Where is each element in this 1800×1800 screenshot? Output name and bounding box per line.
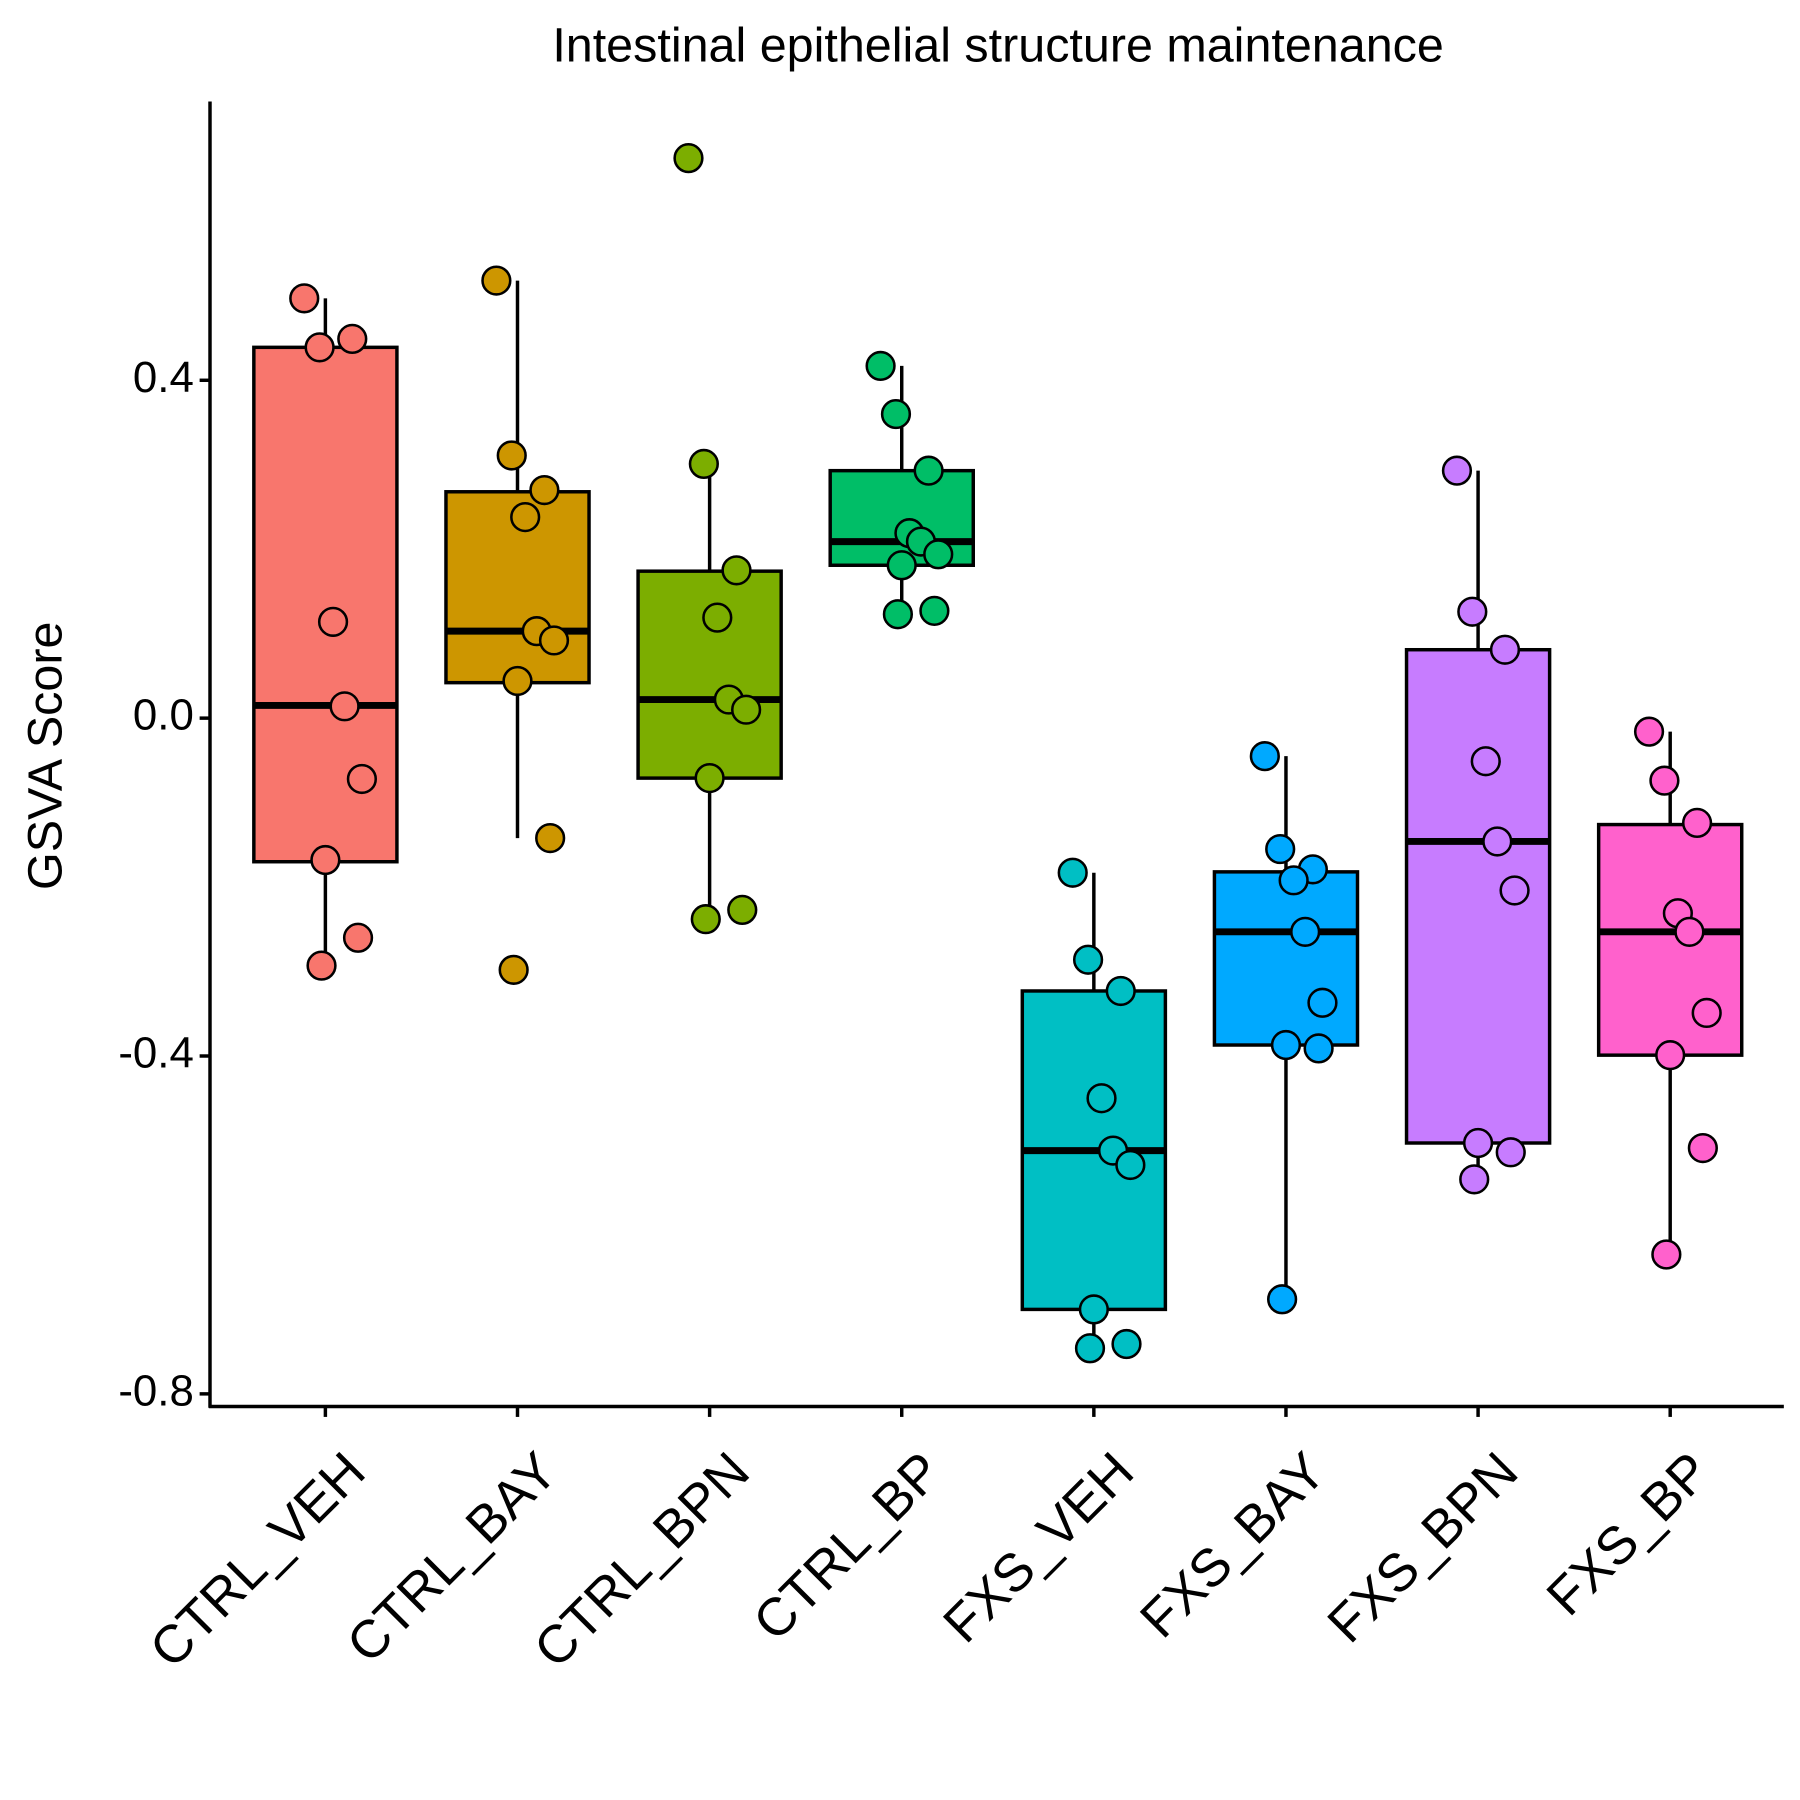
data-point — [289, 283, 320, 314]
data-point — [1057, 857, 1088, 888]
data-point — [702, 602, 733, 633]
box — [1212, 870, 1360, 1047]
data-point — [1072, 944, 1104, 975]
data-point — [923, 539, 954, 570]
data-point — [1459, 1164, 1490, 1195]
data-point — [1482, 826, 1513, 857]
data-point — [306, 950, 337, 981]
data-point — [317, 606, 349, 637]
data-point — [1651, 1239, 1682, 1270]
data-point — [538, 625, 570, 656]
data-point — [1655, 1040, 1686, 1071]
data-point — [882, 599, 914, 630]
data-point — [1249, 741, 1280, 772]
data-point — [1470, 746, 1501, 777]
data-point — [1674, 916, 1705, 947]
data-point — [1633, 716, 1665, 747]
data-point — [1115, 1149, 1146, 1181]
data-point — [1105, 975, 1136, 1007]
data-point — [727, 894, 758, 925]
data-point — [502, 665, 533, 697]
data-point — [1499, 875, 1530, 906]
data-point — [1303, 1033, 1334, 1064]
data-point — [1441, 455, 1473, 486]
y-tick-label: -0.4 — [118, 1029, 194, 1078]
data-point — [1495, 1137, 1526, 1168]
x-tick-label: CTRL_BP — [742, 1441, 953, 1652]
data-point — [886, 550, 917, 581]
data-point — [1278, 865, 1309, 896]
data-point — [1290, 916, 1321, 947]
box — [1404, 647, 1552, 1145]
data-point — [1078, 1294, 1109, 1325]
data-point — [688, 448, 719, 480]
data-point — [1462, 1127, 1494, 1159]
data-point — [1691, 997, 1722, 1029]
x-tick-label: FXS_VEH — [932, 1441, 1145, 1654]
data-point — [880, 398, 912, 430]
data-point — [690, 904, 721, 935]
box — [636, 569, 783, 780]
data-point — [865, 350, 896, 382]
data-point — [913, 455, 944, 486]
data-point — [1681, 807, 1713, 838]
y-axis-label: GSVA Score — [18, 622, 72, 890]
chart-title: Intestinal epithelial structure maintena… — [552, 18, 1444, 72]
data-point — [1307, 987, 1338, 1018]
data-point — [481, 265, 512, 296]
data-point — [1265, 833, 1296, 865]
data-point — [721, 555, 752, 586]
x-tick-label: FXS_BPN — [1317, 1441, 1530, 1654]
data-point — [1086, 1083, 1117, 1114]
data-point — [673, 143, 704, 174]
data-point — [731, 694, 762, 725]
data-point — [329, 691, 360, 722]
data-point — [498, 954, 529, 985]
data-point — [919, 595, 950, 626]
data-point — [346, 763, 378, 795]
data-point — [310, 844, 341, 876]
data-point — [1270, 1029, 1302, 1061]
box — [1596, 822, 1744, 1057]
data-point — [496, 440, 527, 471]
data-point — [535, 822, 566, 854]
data-point — [1489, 634, 1521, 665]
data-point — [1687, 1132, 1718, 1164]
x-tick-label: FXS_BAY — [1129, 1441, 1337, 1649]
x-tick-label: FXS_BP — [1536, 1441, 1722, 1627]
data-point — [1457, 596, 1488, 627]
y-tick-label: 0.0 — [133, 691, 194, 740]
data-point — [1074, 1333, 1106, 1364]
y-tick-label: 0.4 — [133, 353, 194, 402]
data-point — [1649, 765, 1680, 796]
data-point — [304, 332, 335, 363]
data-point — [1267, 1284, 1298, 1315]
y-tick-label: -0.8 — [118, 1366, 194, 1415]
data-point — [337, 323, 368, 355]
x-tick-label: CTRL_VEH — [139, 1441, 377, 1679]
data-point — [529, 474, 560, 506]
data-point — [1111, 1328, 1142, 1360]
data-point — [342, 922, 374, 953]
data-point — [694, 762, 725, 794]
data-point — [510, 501, 541, 533]
